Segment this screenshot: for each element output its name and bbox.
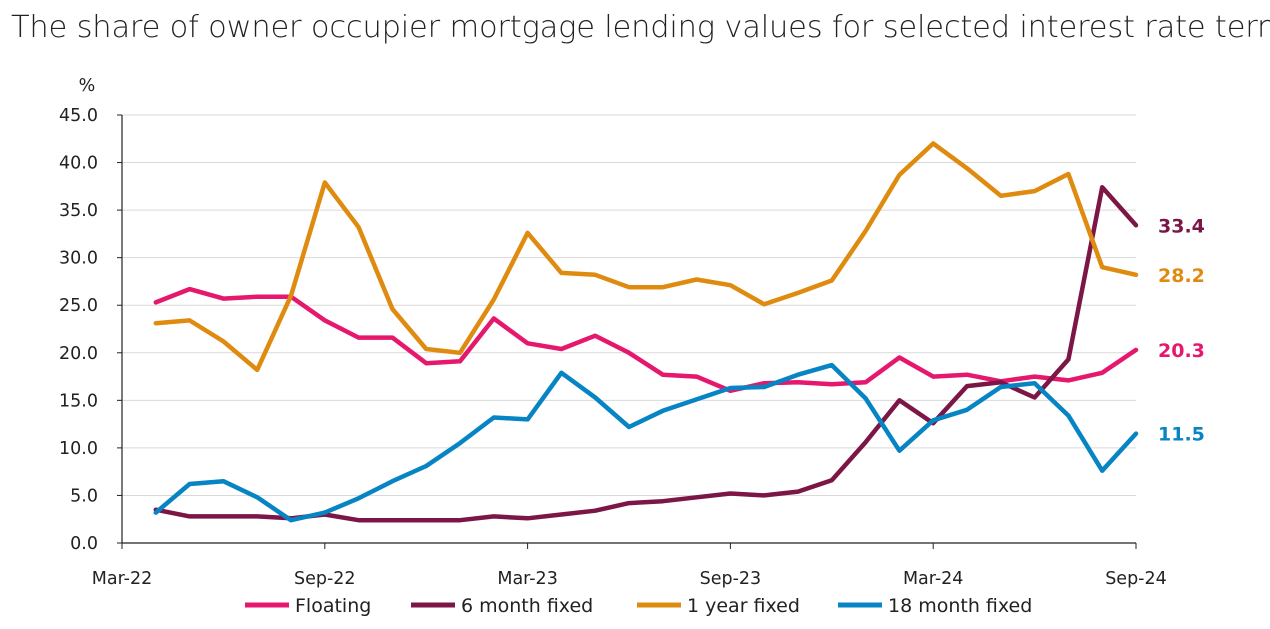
legend-label: 18 month fixed [888, 595, 1032, 617]
legend-label: 1 year fixed [687, 595, 800, 617]
series-lines [153, 141, 1139, 523]
y-tick-label: 35.0 [59, 201, 98, 221]
legend-item-18-month-fixed: 18 month fixed [838, 595, 1032, 617]
y-axis-label: % [79, 76, 96, 96]
legend-item-1-year-fixed: 1 year fixed [637, 595, 800, 617]
legend-label: 6 month fixed [461, 595, 593, 617]
series-line-6-month-fixed [153, 185, 1139, 523]
legend-label: Floating [295, 595, 371, 617]
y-tick-label: 0.0 [70, 534, 98, 554]
end-labels: 20.3 33.4 28.2 11.5 [1158, 215, 1205, 445]
gridlines [122, 114, 1136, 496]
y-tick-label: 40.0 [59, 154, 98, 174]
y-tick-label: 25.0 [59, 296, 98, 316]
y-tick-label: 15.0 [59, 391, 98, 411]
legend-item-floating: Floating [245, 595, 371, 617]
y-tick-label: 20.0 [59, 344, 98, 364]
x-tick-label: Mar-23 [497, 569, 557, 589]
chart-title: The share of owner occupier mortgage len… [11, 10, 1270, 45]
y-tick-label: 5.0 [70, 486, 98, 506]
end-label-1-year-fixed: 28.2 [1158, 265, 1205, 287]
y-tick-label: 45.0 [59, 106, 98, 126]
x-tick-label: Mar-24 [903, 569, 963, 589]
axes [121, 115, 1136, 544]
x-tick-label: Mar-22 [92, 569, 152, 589]
legend: Floating 6 month fixed 1 year fixed 18 mont… [245, 595, 1032, 617]
series-line-18-month-fixed [153, 362, 1139, 523]
series-line-floating [153, 286, 1139, 394]
end-label-floating: 20.3 [1158, 340, 1205, 362]
end-label-18-month-fixed: 11.5 [1158, 424, 1205, 446]
end-label-6-month-fixed: 33.4 [1158, 215, 1205, 237]
x-tick-label: Sep-22 [294, 569, 356, 589]
legend-item-6-month-fixed: 6 month fixed [411, 595, 593, 617]
x-tick-label: Sep-23 [700, 569, 762, 589]
y-tick-label: 10.0 [59, 439, 98, 459]
y-tick-label: 30.0 [59, 249, 98, 269]
y-axis-ticks: 0.0 5.0 10.0 15.0 20.0 25.0 30.0 35.0 40.0 45.0 [59, 106, 122, 554]
x-axis-ticks: Mar-22 Sep-22 Mar-23 Sep-23 Mar-24 Sep-24 [92, 543, 1167, 589]
x-tick-label: Sep-24 [1105, 569, 1167, 589]
series-line-1-year-fixed [153, 141, 1139, 373]
